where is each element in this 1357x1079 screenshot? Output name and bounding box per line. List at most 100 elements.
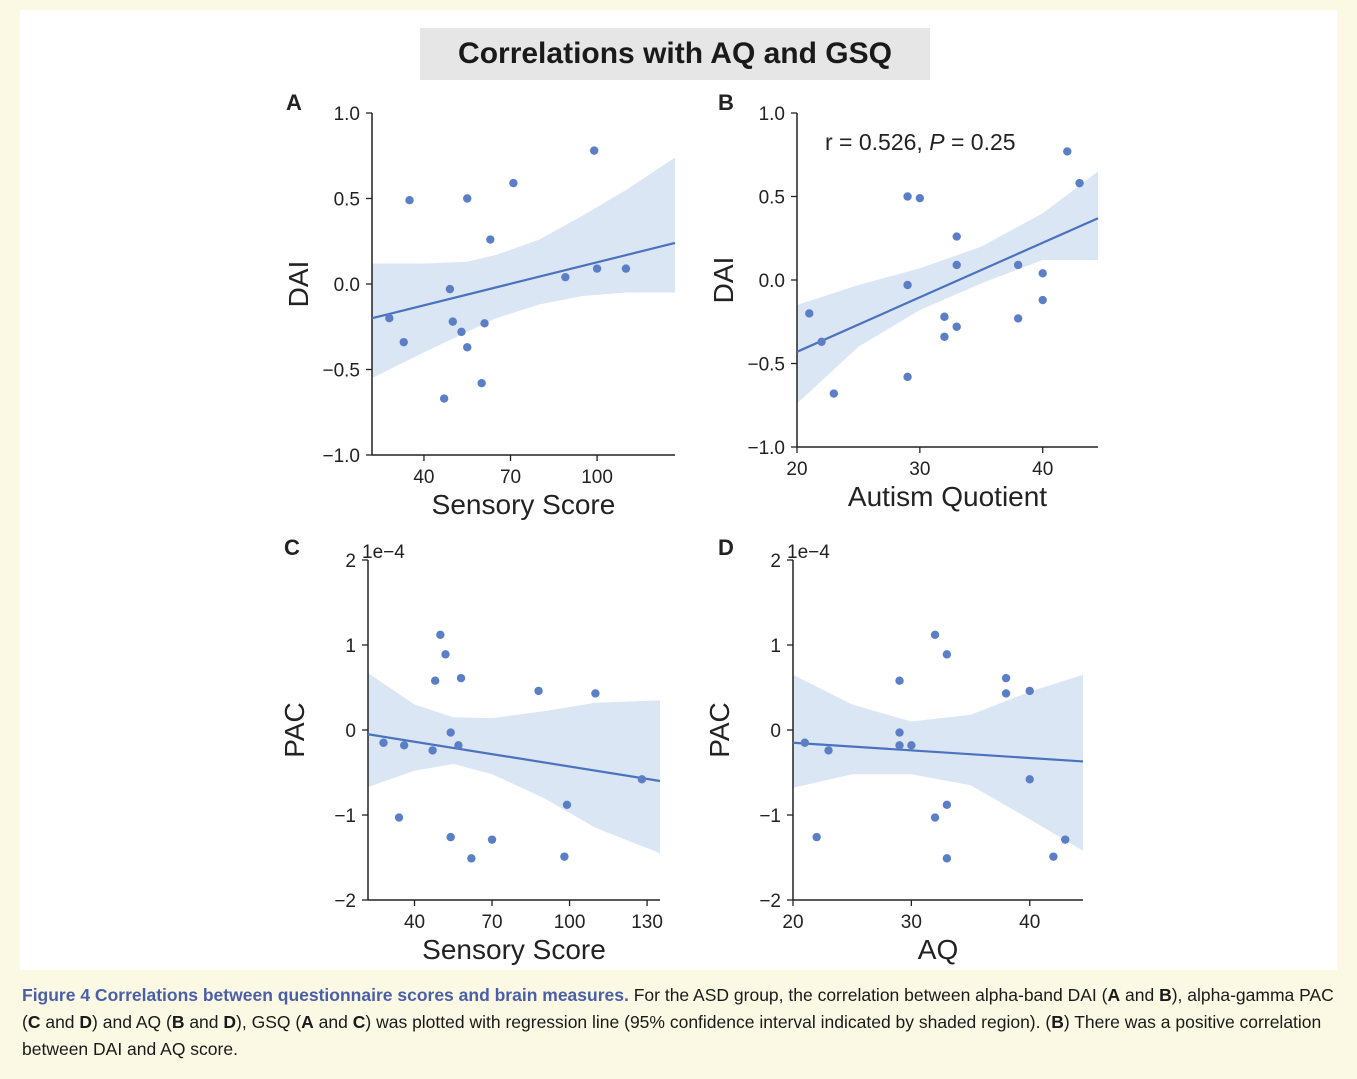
y-axis-label: PAC [279,702,310,758]
data-point [895,728,904,737]
data-point [1001,673,1011,683]
x-tick-label: 40 [1032,459,1053,480]
caption-part: B [1159,985,1172,1005]
y-tick-label: −1 [759,806,781,827]
data-point [895,741,904,750]
data-point [439,394,449,403]
chart-panel-d: −2 −1 0 1 2 20 30 40 AQ PAC D 1e−4 [704,535,1084,965]
data-point [1049,852,1058,861]
data-point [445,284,455,294]
y-tick-label: 0.5 [759,188,785,209]
caption-part: ) and AQ ( [92,1012,172,1032]
data-point [903,372,912,382]
data-point [930,630,940,639]
data-point [1013,260,1023,270]
data-point [509,178,518,188]
x-axis-label: Sensory Score [422,934,606,965]
data-point [952,322,961,331]
axis-offset-label: 1e−4 [362,542,405,563]
x-axis-label: Sensory Score [432,489,616,520]
data-point [436,630,445,639]
data-point [405,196,414,205]
data-point [487,835,497,844]
x-tick-label: 40 [1019,912,1040,933]
caption-part: C [352,1012,366,1032]
axis-offset-label: 1e−4 [787,542,830,563]
caption-part: For the ASD group, the correlation betwe… [628,985,1108,1005]
caption-part: D [223,1012,237,1032]
caption-part: and [1120,985,1160,1005]
data-point [1013,314,1023,323]
data-point [940,312,949,321]
confidence-band [793,674,1083,851]
y-axis-label: PAC [704,702,735,758]
data-point [829,389,839,398]
caption-part: and [40,1012,80,1032]
confidence-band [372,157,675,379]
x-axis-label: Autism Quotient [848,481,1047,512]
annotation-r: r = 0.526, [825,129,929,155]
data-point [1063,147,1072,156]
y-tick-label: −1.0 [322,446,360,467]
caption-part: ), GSQ ( [236,1012,302,1032]
data-point [903,280,912,290]
x-tick-label: 130 [631,912,663,933]
data-point [562,800,572,809]
caption-part: A [301,1012,314,1032]
data-point [915,193,925,203]
data-point [805,309,814,318]
confidence-band [797,171,1098,404]
data-point [817,337,826,346]
y-tick-label: 0.0 [759,271,785,292]
annotation-p-value: = 0.25 [945,129,1016,155]
x-tick-label: 70 [500,467,521,488]
y-tick-label: 1.0 [759,104,785,125]
data-point [1025,775,1034,784]
data-point [456,673,466,683]
caption-part: ), alpha-gamma PAC ( [22,985,1334,1032]
data-point [1001,689,1011,698]
data-point [446,728,455,737]
data-point [457,327,466,337]
x-tick-label: 20 [782,912,803,933]
data-point [621,264,631,273]
annotation-p-symbol: P [929,129,945,155]
stats-annotation: r = 0.526, P = 0.25 [825,129,1016,155]
figure-title: Correlations with AQ and GSQ [420,28,930,80]
data-point [467,854,476,863]
confidence-band [368,673,660,854]
panel-letter: B [718,90,734,115]
regression-line [792,741,1084,763]
data-point [590,146,599,155]
y-tick-label: −0.5 [322,361,360,382]
caption-head: Figure 4 Correlations between questionna… [22,985,629,1005]
x-tick-label: 30 [901,912,922,933]
data-point [561,272,570,282]
data-point [637,775,647,784]
y-axis-label: DAI [283,261,314,308]
caption-part: ) was plotted with regression line (95% … [365,1012,1052,1032]
data-point [895,676,904,685]
caption-part: B [1051,1012,1064,1032]
data-point [592,264,602,273]
regression-line [367,733,661,783]
x-tick-label: 20 [786,459,807,480]
data-point [446,832,455,842]
x-tick-label: 30 [909,459,930,480]
regression-line [796,217,1099,353]
data-point [1025,686,1034,696]
caption-part: D [79,1012,93,1032]
data-point [428,746,437,755]
regression-line [371,241,676,320]
data-point [903,192,912,201]
panel-letter: C [284,535,300,560]
data-point [448,317,457,326]
y-tick-label: 0 [345,721,356,742]
data-point [824,746,833,755]
y-tick-label: 2 [345,551,356,572]
y-tick-label: 1 [770,636,781,657]
data-point [441,650,450,659]
x-tick-label: 40 [413,467,434,488]
